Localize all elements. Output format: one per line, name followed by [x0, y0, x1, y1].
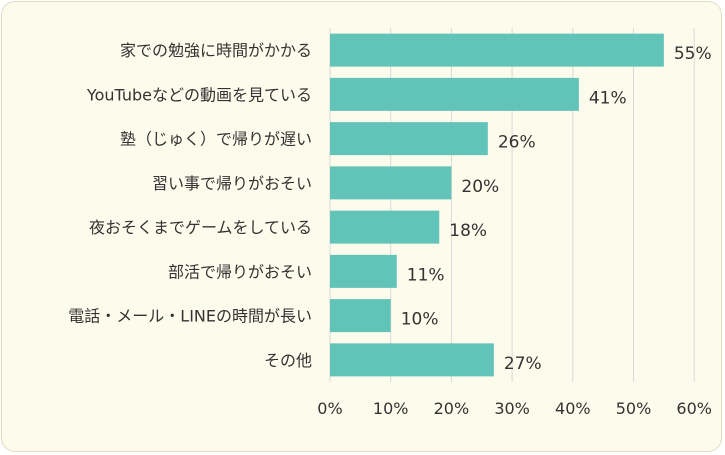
bar — [330, 299, 391, 333]
value-label: 41% — [589, 88, 627, 108]
value-labels: 55% 41% 26% 20% 18% 11% 10% 27% — [401, 44, 712, 374]
bars — [330, 33, 664, 377]
x-tick-label: 60% — [676, 399, 712, 418]
category-label: その他 — [264, 351, 312, 370]
bar — [330, 166, 452, 200]
value-label: 11% — [407, 265, 445, 285]
x-tick-label: 30% — [494, 399, 530, 418]
category-label: YouTubeなどの動画を見ている — [86, 85, 312, 104]
category-label: 習い事で帰りがおそい — [152, 174, 312, 193]
value-label: 20% — [461, 177, 499, 197]
x-tick-label: 50% — [616, 399, 652, 418]
bar — [330, 77, 579, 111]
x-tick-label: 10% — [373, 399, 409, 418]
value-label: 18% — [449, 221, 487, 241]
value-label: 26% — [498, 133, 536, 153]
x-tick-label: 0% — [317, 399, 342, 418]
category-label: 塾（じゅく）で帰りが遅い — [120, 130, 312, 149]
x-tick-label: 40% — [555, 399, 591, 418]
bar — [330, 210, 440, 244]
category-label: 部活で帰りがおそい — [168, 262, 312, 281]
x-tick-labels: 0% 10% 20% 30% 40% 50% 60% — [317, 399, 712, 418]
bar — [330, 343, 494, 377]
value-label: 10% — [401, 310, 439, 330]
category-label: 夜おそくまでゲームをしている — [89, 218, 312, 237]
x-tick-label: 20% — [434, 399, 470, 418]
value-label: 55% — [674, 44, 712, 64]
category-labels: 家での勉強に時間がかかる YouTubeなどの動画を見ている塾（じゅく）で帰りが遅… — [68, 41, 312, 370]
bar — [330, 122, 488, 156]
bar — [330, 33, 664, 67]
bar — [330, 254, 397, 288]
value-label: 27% — [504, 354, 542, 374]
category-label: 電話・メール・LINEの時間が長い — [68, 307, 312, 326]
category-label: 家での勉強に時間がかかる — [120, 41, 312, 60]
